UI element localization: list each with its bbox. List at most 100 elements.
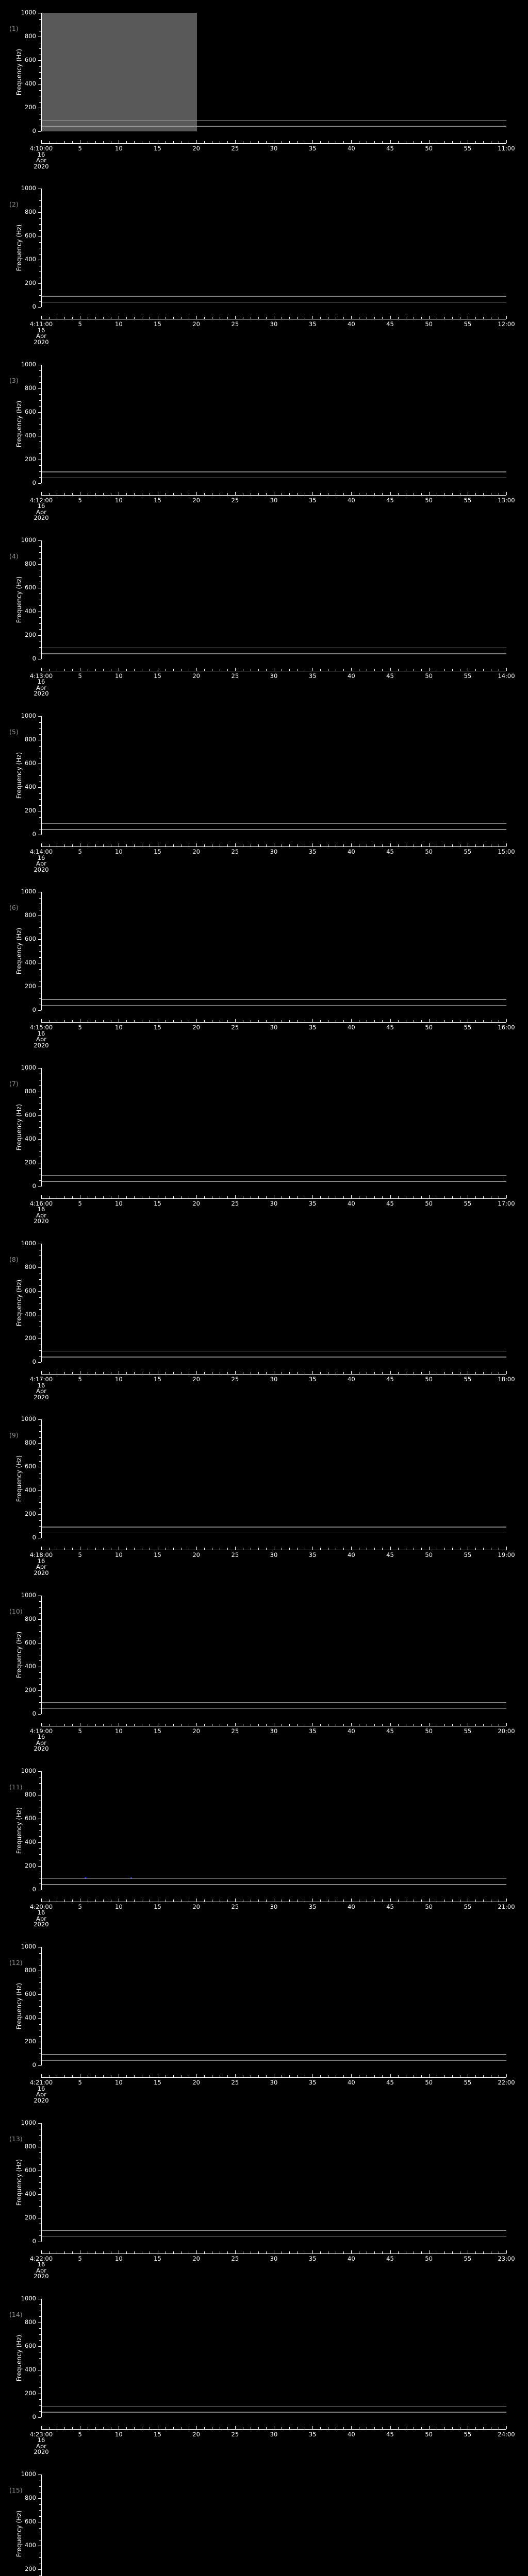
x-axis-minor-tick <box>421 317 422 319</box>
y-axis-minor-tick <box>39 1613 41 1614</box>
x-axis-date-line: 2020 <box>34 690 49 698</box>
x-axis-tick-label: 55 <box>464 320 472 328</box>
plot-area[interactable] <box>41 1595 506 1714</box>
x-axis-minor-tick <box>180 2427 182 2429</box>
y-axis-tick <box>38 388 41 389</box>
y-axis-tick-label: 0 <box>32 2237 36 2245</box>
y-axis-minor-tick <box>39 2340 41 2341</box>
x-axis-minor-tick <box>103 668 104 671</box>
x-axis-date-line: 16 <box>37 1206 45 1213</box>
y-axis-tick-label: 400 <box>25 2014 36 2022</box>
plot-area[interactable] <box>41 1244 506 1363</box>
x-axis-tick <box>312 1195 314 1198</box>
y-axis-tick-label: 400 <box>25 2365 36 2373</box>
x-axis-minor-tick <box>227 1020 228 1023</box>
x-axis-minor-tick <box>320 141 321 143</box>
x-axis-tick-label: 15 <box>154 1903 161 1910</box>
x-axis-date-line: 16 <box>37 326 45 334</box>
plot-area[interactable] <box>41 2475 506 2576</box>
panel-number: (6) <box>9 904 19 912</box>
x-axis-minor-tick <box>134 1548 135 1550</box>
y-axis-tick <box>38 1338 41 1340</box>
plot-area[interactable] <box>41 1419 506 1538</box>
x-axis-minor-tick <box>374 493 375 495</box>
y-axis-minor-tick <box>39 799 41 800</box>
pick-marker[interactable] <box>85 1877 87 1879</box>
x-axis-tick <box>41 843 42 847</box>
x-axis-minor-tick <box>258 1020 259 1023</box>
y-axis-tick-label: 400 <box>25 256 36 263</box>
pick-marker[interactable] <box>130 1877 132 1879</box>
x-axis-date-line: Apr <box>36 157 46 164</box>
y-axis-tick-label: 800 <box>25 1439 36 1447</box>
y-axis-tick <box>38 483 41 484</box>
plot-area[interactable] <box>41 892 506 1011</box>
plot-area[interactable] <box>41 2123 506 2242</box>
y-axis-tick-label: 400 <box>25 607 36 615</box>
y-axis-tick-label: 200 <box>25 104 36 111</box>
y-axis-minor-tick <box>39 1309 41 1310</box>
plot-area[interactable] <box>41 13 506 131</box>
y-axis-tick-label: 200 <box>25 1158 36 1166</box>
x-axis-tick <box>390 1019 391 1023</box>
y-axis-tick-label: 400 <box>25 431 36 439</box>
x-axis-minor-tick <box>483 1723 484 1726</box>
y-axis-tick-label: 1000 <box>21 9 36 16</box>
y-axis-tick-label: 400 <box>25 1662 36 1670</box>
x-axis-tick-label: 40 <box>348 2430 355 2438</box>
x-axis-tick <box>428 1722 430 1726</box>
x-axis-date-line: 16 <box>37 1733 45 1741</box>
x-axis-tick-label: 55 <box>464 2430 472 2438</box>
x-axis-minor-tick <box>49 141 50 143</box>
x-axis-tick-label: 50 <box>425 1376 433 1383</box>
x-axis-minor-tick <box>452 668 453 671</box>
plot-area[interactable] <box>41 1947 506 2066</box>
x-axis-minor-tick <box>103 1020 104 1023</box>
x-axis-tick-label: 45 <box>386 1376 394 1383</box>
x-axis-minor-tick <box>49 1548 50 1550</box>
x-axis-date-line: 16 <box>37 1557 45 1565</box>
x-axis-minor-tick <box>452 493 453 495</box>
x-axis-tick-label: 25 <box>231 145 239 152</box>
x-axis-minor-tick <box>266 141 267 143</box>
y-axis-minor-tick <box>39 1350 41 1351</box>
spectrogram-panel: 0 200 400 600 800 1000 Frequency (Hz) (8) 4:17:0… <box>0 1231 528 1407</box>
x-axis-tick-label: 15 <box>154 1024 161 1031</box>
x-axis-minor-tick <box>444 1548 445 1550</box>
plot-area[interactable] <box>41 540 506 659</box>
x-axis-minor-tick <box>398 2427 399 2429</box>
x-axis-tick-label: 20 <box>192 672 200 680</box>
x-axis-tick-label: 25 <box>231 1199 239 1207</box>
spectrogram-panel: 0 200 400 600 800 1000 Frequency (Hz) (12) 4:21:… <box>0 1934 528 2110</box>
y-axis-tick-label: 800 <box>25 1087 36 1095</box>
x-axis-tick-label: 45 <box>386 1903 394 1910</box>
x-axis-tick-label: 45 <box>386 1551 394 1559</box>
plot-area[interactable] <box>41 1067 506 1187</box>
x-axis-tick <box>196 1019 197 1023</box>
x-axis-date-line: Apr <box>36 1036 46 1043</box>
x-axis-minor-tick <box>382 1196 383 1198</box>
plot-area[interactable] <box>41 364 506 483</box>
y-axis-tick <box>38 2346 41 2347</box>
plot-area[interactable] <box>41 716 506 835</box>
y-axis-spine <box>41 189 42 308</box>
x-axis-minor-tick <box>258 141 259 143</box>
x-axis-date-line: 2020 <box>34 514 49 522</box>
x-axis-tick-label: 25 <box>231 672 239 680</box>
frequency-guide-line <box>41 126 506 127</box>
x-axis-minor-tick <box>343 1899 344 1902</box>
x-axis-tick <box>390 140 391 143</box>
panel-number: (10) <box>9 1607 23 1615</box>
plot-area[interactable] <box>41 2298 506 2417</box>
x-axis-tick-label: 35 <box>308 1199 317 1207</box>
x-axis-date-line: Apr <box>36 1914 46 1922</box>
y-axis-tick-label: 600 <box>25 2342 36 2349</box>
plot-area[interactable] <box>41 1771 506 1890</box>
plot-area[interactable] <box>41 189 506 308</box>
x-axis-minor-tick <box>180 1020 182 1023</box>
x-axis-tick-label: 30 <box>270 848 278 856</box>
x-axis-minor-tick <box>173 1899 174 1902</box>
x-axis-minor-tick <box>180 1372 182 1375</box>
y-axis-tick-label: 1000 <box>21 184 36 192</box>
y-axis-tick-label: 0 <box>32 127 36 134</box>
